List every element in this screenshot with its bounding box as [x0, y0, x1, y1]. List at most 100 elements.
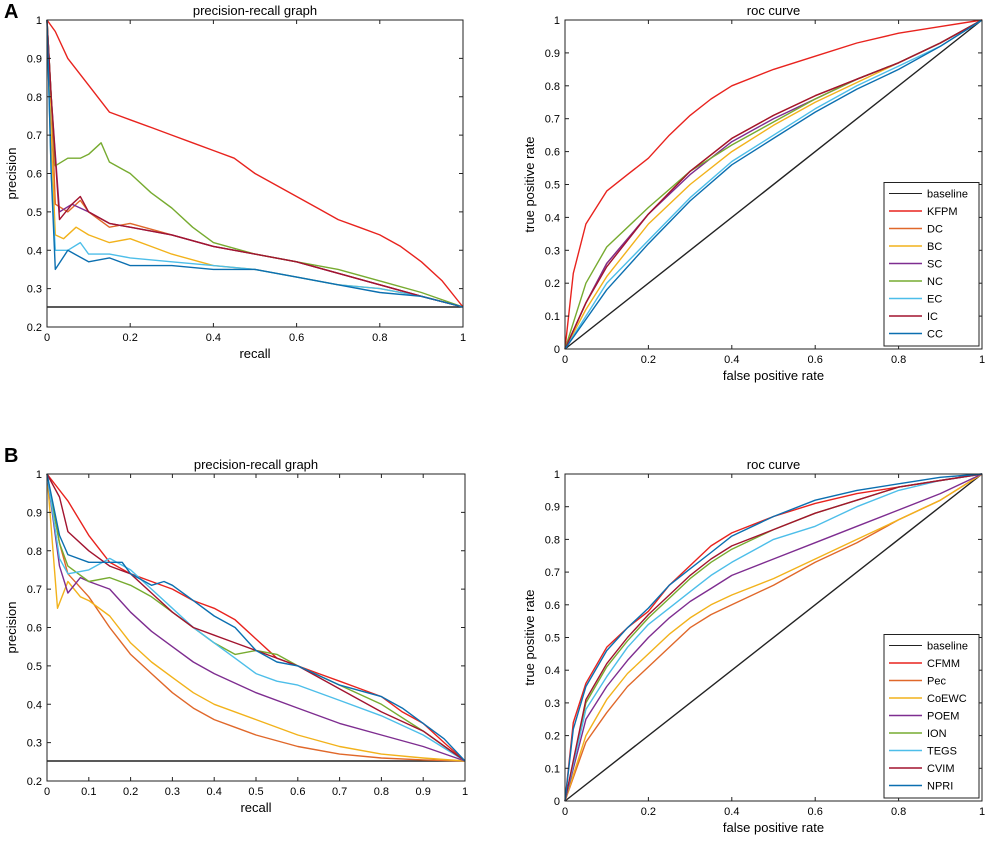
y-tick-label: 0.1 [545, 763, 560, 775]
y-tick-label: 0.3 [545, 245, 560, 257]
x-tick-label: 0.2 [641, 806, 656, 818]
series-line-coewc [46, 473, 466, 762]
x-tick-label: 0.6 [808, 354, 823, 366]
y-tick-label: 0.6 [27, 169, 42, 181]
legend-label-nc: NC [927, 276, 943, 288]
chart-1: 0 0.2 0.4 0.6 0.8 10.20.30.40.50.60.70.80.91p… [4, 3, 466, 361]
legend-label-baseline: baseline [927, 641, 968, 653]
y-tick-label: 0.8 [27, 92, 42, 104]
chart-4: 0 0.2 0.4 0.6 0.8 1 0 0.1 0.2 0.3 0.4 0.5 0.6 0.7 0.8 0… [522, 457, 985, 835]
y-tick-label: 0.9 [545, 502, 560, 514]
x-tick-label: 0.8 [374, 786, 389, 798]
x-tick-label: 0.3 [165, 786, 180, 798]
legend-label-cfmm: CFMM [927, 658, 960, 670]
panel-label-a: A [4, 1, 18, 23]
x-tick-label: 0.2 [123, 332, 138, 344]
series-line-ic [564, 19, 983, 350]
x-tick-label: 0.4 [724, 354, 739, 366]
y-tick-label: 0.4 [27, 245, 42, 257]
series-line-nc [46, 19, 464, 308]
y-axis-label: precision [4, 601, 19, 653]
panel-label-b: B [4, 445, 18, 467]
x-tick-label: 0.8 [891, 806, 906, 818]
x-tick-label: 0.9 [416, 786, 431, 798]
series-line-pec [564, 473, 983, 802]
x-tick-label: 1 [462, 786, 468, 798]
y-tick-label: 0.9 [27, 53, 42, 65]
x-axis-label: recall [239, 346, 270, 361]
series-line-poem [46, 473, 466, 762]
legend-label-npri: NPRI [927, 781, 953, 793]
y-tick-label: 0.2 [27, 776, 42, 788]
series-line-baseline [564, 473, 983, 802]
y-axis-label: precision [4, 147, 19, 199]
series-line-poem [564, 473, 983, 802]
legend-label-kfpm: KFPM [927, 206, 958, 218]
plots-group: 0 0.2 0.4 0.6 0.8 1 0.2 0.3 0.4 0.5 0.6 0.7 0.8 0.9 1 p… [4, 3, 985, 835]
y-tick-label: 0.9 [545, 48, 560, 60]
chart-title: precision-recall graph [194, 457, 318, 472]
y-tick-label: 0.2 [545, 278, 560, 290]
series-line-cc [564, 19, 983, 350]
series-line-cc [46, 19, 464, 308]
x-tick-label: 0 [44, 332, 50, 344]
x-tick-label: 1 [979, 806, 985, 818]
y-tick-label: 0.1 [545, 311, 560, 323]
series-line-coewc [564, 473, 983, 802]
series-line-kfpm [46, 19, 464, 308]
y-tick-label: 0.8 [545, 534, 560, 546]
x-tick-label: 0 [562, 806, 568, 818]
x-tick-label: 0.8 [372, 332, 387, 344]
x-tick-label: 1 [460, 332, 466, 344]
x-tick-label: 1 [979, 354, 985, 366]
y-tick-label: 0.5 [545, 180, 560, 192]
y-tick-label: 0.7 [545, 114, 560, 126]
series-line-cfmm [46, 473, 466, 762]
series-line-tegs [46, 473, 466, 762]
x-axis-label: false positive rate [723, 820, 824, 835]
y-tick-label: 0.7 [27, 130, 42, 142]
legend-label-pec: Pec [927, 676, 946, 688]
series-line-ic [46, 19, 464, 308]
legend-label-ion: ION [927, 728, 947, 740]
legend-label-tegs: TEGS [927, 746, 957, 758]
series-group [46, 19, 464, 308]
y-tick-label: 0.6 [27, 623, 42, 635]
y-tick-label: 0.7 [27, 584, 42, 596]
x-axis-label: recall [240, 800, 271, 815]
legend-label-dc: DC [927, 224, 943, 236]
x-tick-label: 0.5 [248, 786, 263, 798]
x-tick-label: 0.2 [123, 786, 138, 798]
series-line-tegs [564, 473, 983, 802]
y-tick-label: 0.9 [27, 507, 42, 519]
y-tick-label: 0 [554, 344, 560, 356]
x-tick-label: 0.7 [332, 786, 347, 798]
series-line-ec [46, 19, 464, 308]
y-tick-label: 1 [554, 469, 560, 481]
y-tick-label: 1 [554, 15, 560, 27]
series-line-cvim [564, 473, 983, 802]
y-axis-label: true positive rate [522, 589, 537, 685]
y-tick-label: 0.5 [27, 661, 42, 673]
y-axis-label: true positive rate [522, 136, 537, 232]
y-tick-label: 0.4 [545, 212, 560, 224]
y-tick-label: 0.6 [545, 147, 560, 159]
chart-3: 0 0.1 0.2 0.3 0.4 0.5 0.6 0.7 0.8 0.9 1 0.2 0.3 0.4 0.… [4, 457, 468, 815]
y-tick-label: 0.4 [545, 665, 560, 677]
x-tick-label: 0.4 [724, 806, 739, 818]
y-tick-label: 0.5 [27, 207, 42, 219]
series-group [46, 473, 466, 762]
legend-label-coewc: CoEWC [927, 693, 967, 705]
x-tick-label: 0.4 [207, 786, 222, 798]
y-tick-label: 0.8 [545, 81, 560, 93]
legend: baseline CFMM Pec CoEWC POEM ION TEGS CVIM NPRI [883, 634, 980, 799]
y-tick-label: 0.6 [545, 600, 560, 612]
legend-label-baseline: baseline [927, 189, 968, 201]
y-tick-label: 0.2 [545, 731, 560, 743]
x-tick-label: 0.2 [641, 354, 656, 366]
series-group [564, 19, 983, 350]
y-tick-label: 0.3 [27, 738, 42, 750]
y-tick-label: 0 [554, 796, 560, 808]
x-tick-label: 0.6 [290, 786, 305, 798]
